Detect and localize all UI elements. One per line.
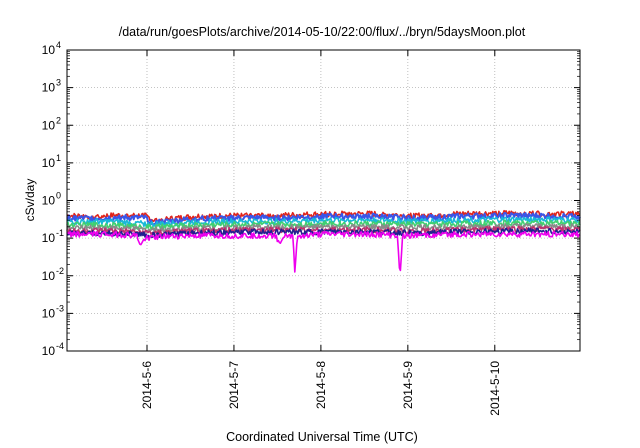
y-tick-base: 10	[42, 231, 56, 245]
y-axis-label: cSv/day	[23, 179, 37, 222]
x-tick-label: 2014-5-8	[314, 361, 328, 409]
y-tick-label: 10-4	[42, 341, 64, 358]
y-tick-exponent: 2	[56, 115, 61, 125]
y-tick-label: 10-1	[42, 228, 64, 245]
x-tick-label: 2014-5-10	[488, 361, 502, 416]
y-tick-label: 101	[42, 153, 61, 170]
y-tick-label: 100	[42, 191, 61, 208]
y-tick-exponent: 0	[56, 191, 61, 201]
y-tick-base: 10	[42, 43, 56, 57]
x-tick-label: 2014-5-7	[227, 361, 241, 409]
series-group	[66, 209, 581, 273]
y-tick-base: 10	[42, 269, 56, 283]
y-tick-base: 10	[42, 194, 56, 208]
y-tick-base: 10	[42, 306, 56, 320]
y-tick-label: 103	[42, 78, 61, 95]
y-tick-exponent: -2	[56, 266, 64, 276]
y-tick-base: 10	[42, 156, 56, 170]
y-tick-base: 10	[42, 344, 56, 358]
y-tick-exponent: 1	[56, 153, 61, 163]
y-tick-label: 102	[42, 115, 61, 132]
x-axis-label: Coordinated Universal Time (UTC)	[226, 430, 418, 444]
y-tick-label: 10-3	[42, 303, 64, 320]
y-tick-base: 10	[42, 81, 56, 95]
grid	[67, 50, 580, 351]
x-axis: 2014-5-6 2014-5-7 2014-5-8 2014-5-9 2014-5-1…	[140, 50, 502, 416]
y-tick-base: 10	[42, 118, 56, 132]
x-tick-label: 2014-5-6	[140, 361, 154, 409]
x-tick-label: 2014-5-9	[401, 361, 415, 409]
y-tick-exponent: -1	[56, 228, 64, 238]
y-tick-exponent: -3	[56, 303, 64, 313]
series-line	[66, 230, 581, 273]
y-tick-exponent: 3	[56, 78, 61, 88]
chart-title: /data/run/goesPlots/archive/2014-05-10/2…	[119, 25, 526, 39]
y-tick-exponent: 4	[56, 40, 61, 50]
plot-frame	[66, 49, 581, 352]
y-tick-label: 104	[42, 40, 61, 57]
y-tick-label: 10-2	[42, 266, 64, 283]
y-tick-exponent: -4	[56, 341, 64, 351]
